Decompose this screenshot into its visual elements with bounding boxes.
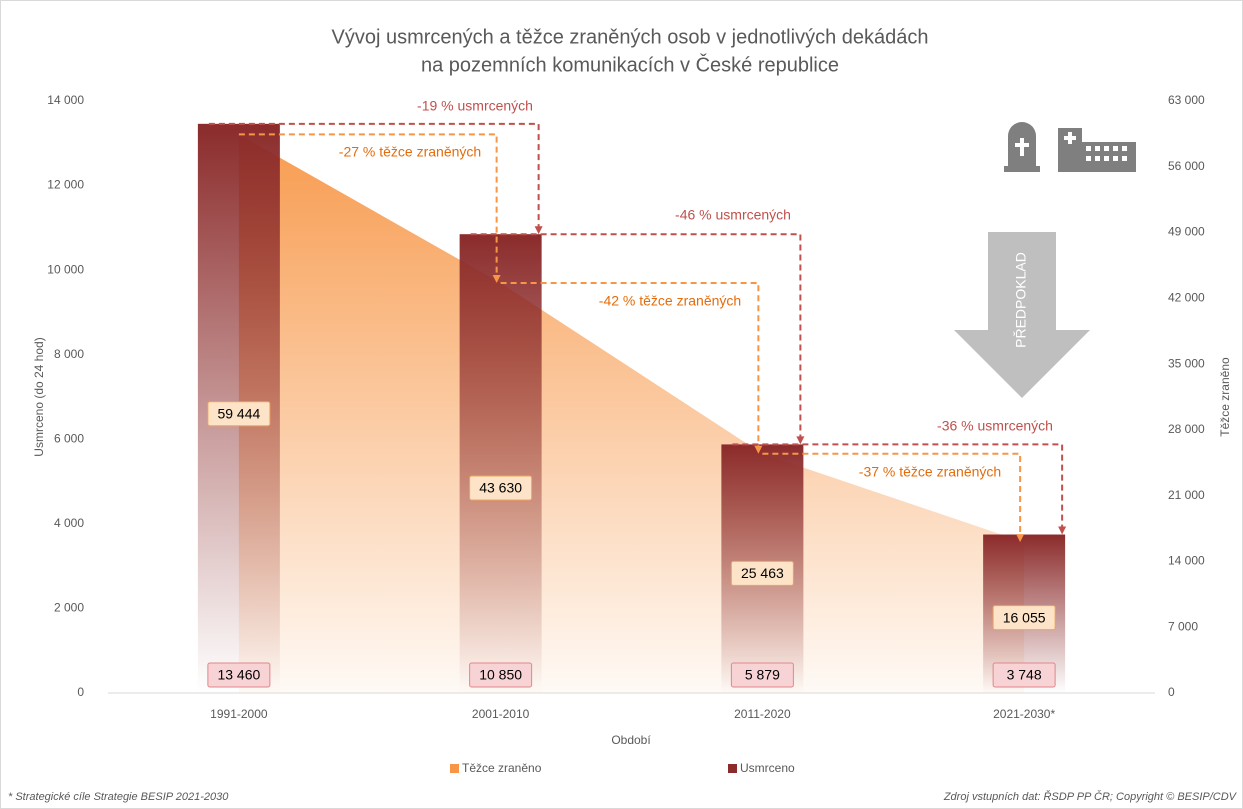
grave-icon xyxy=(1004,122,1040,172)
y-tick-label: 8 000 xyxy=(54,347,84,361)
bar xyxy=(459,234,542,693)
y2-tick-label: 56 000 xyxy=(1168,159,1205,173)
arrow-head xyxy=(534,226,543,235)
y2-axis-label: Těžce zraněno xyxy=(1218,357,1232,437)
arrow-head xyxy=(1016,534,1025,543)
plot: 0 2 000 4 000 6 000 8 000 10 000 12 000 14 000 0… xyxy=(47,93,1205,775)
y2-tick-label: 0 xyxy=(1168,685,1175,699)
x-axis-label: Období xyxy=(611,733,651,747)
y-tick-label: 10 000 xyxy=(47,262,84,276)
value-label-box xyxy=(992,605,1056,631)
forecast-label: PŘEDPOKLAD xyxy=(1013,252,1029,348)
chart-title: Vývoj usmrcených a těžce zraněných osob … xyxy=(332,26,929,48)
legend-label: Usmrceno xyxy=(740,761,795,775)
source: Zdroj vstupních dat: ŘSDP PP ČR; Copyrig… xyxy=(943,790,1238,803)
value-label-box xyxy=(469,475,533,501)
value-label: 5 879 xyxy=(745,667,780,683)
change-arrow xyxy=(500,282,760,448)
y2-tick-label: 21 000 xyxy=(1168,488,1205,502)
y2-tick-label: 7 000 xyxy=(1168,619,1198,633)
y2-tick-label: 35 000 xyxy=(1168,356,1205,370)
value-label-box xyxy=(730,662,794,688)
change-label: -46 % usmrcených xyxy=(675,207,791,223)
value-label-box xyxy=(992,662,1056,688)
arrow-head xyxy=(754,445,763,454)
x-tick-label: 2001-2010 xyxy=(472,707,530,721)
legend-swatch xyxy=(450,764,459,773)
change-arrow xyxy=(238,133,498,278)
value-label-box xyxy=(207,662,271,688)
y-tick-label: 14 000 xyxy=(47,93,84,107)
y2-tick-label: 49 000 xyxy=(1168,225,1205,239)
x-tick-label: 2021-2030* xyxy=(993,707,1055,721)
change-label: -27 % těžce zraněných xyxy=(339,144,481,160)
legend-label: Těžce zraněno xyxy=(462,761,542,775)
footnote: * Strategické cíle Strategie BESIP 2021-… xyxy=(8,791,229,803)
change-label: -19 % usmrcených xyxy=(417,98,533,114)
change-label: -37 % těžce zraněných xyxy=(859,464,1001,480)
x-tick-label: 2011-2020 xyxy=(734,707,791,721)
arrow-head xyxy=(796,436,805,445)
value-label-box xyxy=(469,662,533,688)
forecast-arrow: PŘEDPOKLAD xyxy=(954,232,1090,398)
value-label: 3 748 xyxy=(1007,667,1042,683)
legend-swatch xyxy=(728,764,737,773)
y2-tick-label: 63 000 xyxy=(1168,93,1205,107)
change-arrow xyxy=(732,443,1064,529)
area xyxy=(238,134,1025,694)
value-label: 25 463 xyxy=(741,565,784,581)
y-tick-label: 12 000 xyxy=(47,178,84,192)
y-tick-label: 6 000 xyxy=(54,431,84,445)
value-label: 43 630 xyxy=(479,480,522,496)
y2-tick-label: 42 000 xyxy=(1168,291,1205,305)
y2-tick-label: 14 000 xyxy=(1168,554,1205,568)
x-tick-label: 1991-2000 xyxy=(210,707,268,721)
change-arrow xyxy=(470,233,802,439)
change-label: -42 % těžce zraněných xyxy=(599,293,741,309)
hospital-icon xyxy=(1058,128,1136,172)
value-label: 10 850 xyxy=(479,667,522,683)
y-tick-label: 4 000 xyxy=(54,516,84,530)
value-label-box xyxy=(730,560,794,586)
arrow-head xyxy=(492,275,501,284)
arrow-head xyxy=(1058,526,1067,535)
change-arrow xyxy=(762,452,1022,537)
value-label: 13 460 xyxy=(217,667,260,683)
change-label: -36 % usmrcených xyxy=(937,418,1053,434)
value-label-box xyxy=(207,401,271,427)
y-axis-label: Usmrceno (do 24 hod) xyxy=(32,337,46,456)
value-label: 16 055 xyxy=(1003,609,1046,625)
y2-tick-label: 28 000 xyxy=(1168,422,1205,436)
y-tick-label: 2 000 xyxy=(54,601,84,615)
chart-title: na pozemních komunikacích v České republ… xyxy=(421,53,839,76)
value-label: 59 444 xyxy=(217,405,260,421)
y-tick-label: 0 xyxy=(77,685,84,699)
